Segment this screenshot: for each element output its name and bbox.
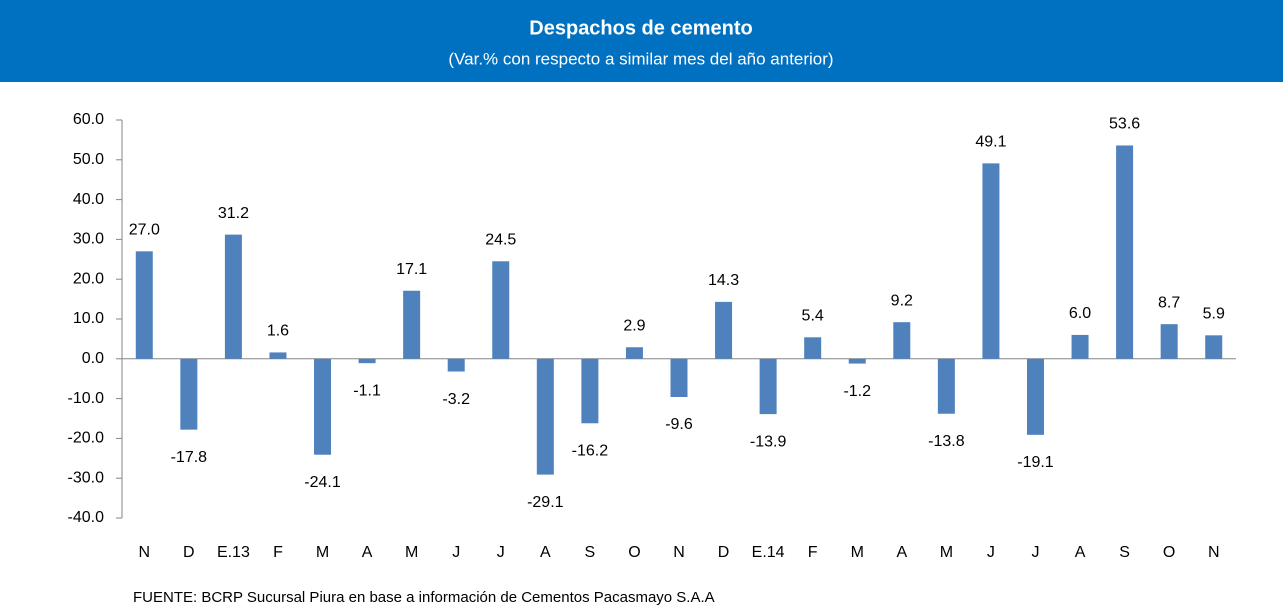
header-band bbox=[0, 0, 1283, 82]
x-tick-label: J bbox=[1031, 544, 1039, 561]
bar bbox=[804, 337, 822, 359]
value-label: 5.4 bbox=[802, 308, 824, 325]
bar bbox=[759, 358, 777, 415]
chart-title: Despachos de cemento bbox=[529, 17, 752, 39]
x-tick-label: D bbox=[718, 544, 730, 561]
x-tick-label: M bbox=[940, 544, 953, 561]
x-tick-label: J bbox=[452, 544, 460, 561]
value-label: 14.3 bbox=[708, 272, 739, 289]
value-label: -1.2 bbox=[843, 383, 871, 400]
x-tick-label: E.14 bbox=[752, 544, 785, 561]
value-label: -19.1 bbox=[1017, 454, 1054, 471]
value-label: 31.2 bbox=[218, 205, 249, 222]
x-tick-label: E.13 bbox=[217, 544, 250, 561]
value-label: -17.8 bbox=[171, 449, 208, 466]
y-tick-label: -30.0 bbox=[68, 469, 105, 486]
y-tick-label: -20.0 bbox=[68, 430, 105, 447]
bar bbox=[670, 358, 688, 398]
x-tick-label: S bbox=[585, 544, 596, 561]
bar bbox=[1071, 334, 1089, 359]
x-tick-label: F bbox=[273, 544, 283, 561]
value-label: -13.9 bbox=[750, 433, 787, 450]
y-tick-label: 30.0 bbox=[73, 231, 104, 248]
value-label: -16.2 bbox=[572, 442, 609, 459]
bar bbox=[937, 358, 955, 414]
source-note: FUENTE: BCRP Sucursal Piura en base a in… bbox=[133, 589, 715, 606]
x-tick-label: O bbox=[628, 544, 640, 561]
bar bbox=[982, 163, 1000, 359]
x-tick-label: A bbox=[896, 544, 907, 561]
bar bbox=[625, 347, 643, 359]
x-tick-label: A bbox=[1075, 544, 1086, 561]
x-tick-label: F bbox=[808, 544, 818, 561]
x-tick-label: N bbox=[1208, 544, 1220, 561]
y-tick-label: 60.0 bbox=[73, 111, 104, 128]
value-label: 24.5 bbox=[485, 232, 516, 249]
bar bbox=[224, 234, 242, 359]
y-tick-label: 50.0 bbox=[73, 151, 104, 168]
value-label: 9.2 bbox=[891, 292, 913, 309]
bar bbox=[1205, 335, 1223, 359]
y-tick-label: 40.0 bbox=[73, 191, 104, 208]
bar bbox=[536, 358, 554, 475]
y-tick-label: 10.0 bbox=[73, 310, 104, 327]
x-tick-label: D bbox=[183, 544, 195, 561]
value-label: 49.1 bbox=[975, 134, 1006, 151]
bar bbox=[848, 358, 866, 364]
bar bbox=[180, 358, 198, 430]
y-tick-label: 0.0 bbox=[82, 350, 104, 367]
value-label: -24.1 bbox=[304, 474, 341, 491]
x-tick-label: M bbox=[316, 544, 329, 561]
value-label: -3.2 bbox=[442, 391, 470, 408]
x-tick-label: J bbox=[497, 544, 505, 561]
value-label: 2.9 bbox=[623, 317, 645, 334]
bar bbox=[893, 322, 911, 359]
bar bbox=[1160, 324, 1178, 359]
bar bbox=[581, 358, 599, 424]
bar bbox=[403, 290, 421, 359]
value-label: 1.6 bbox=[267, 323, 289, 340]
value-label: 17.1 bbox=[396, 261, 427, 278]
bar bbox=[715, 301, 733, 359]
bar bbox=[314, 358, 332, 455]
bar bbox=[1116, 145, 1134, 359]
bar bbox=[447, 358, 465, 372]
x-tick-label: N bbox=[138, 544, 150, 561]
x-tick-label: M bbox=[405, 544, 418, 561]
value-label: -29.1 bbox=[527, 494, 564, 511]
value-label: -1.1 bbox=[353, 382, 381, 399]
x-tick-label: M bbox=[851, 544, 864, 561]
x-tick-label: A bbox=[362, 544, 373, 561]
value-label: 6.0 bbox=[1069, 305, 1091, 322]
value-label: 27.0 bbox=[129, 222, 160, 239]
bar bbox=[492, 261, 510, 359]
value-label: 53.6 bbox=[1109, 116, 1140, 133]
value-label: -9.6 bbox=[665, 416, 693, 433]
bar bbox=[135, 251, 153, 359]
bar bbox=[269, 352, 287, 359]
value-label: 5.9 bbox=[1203, 306, 1225, 323]
x-tick-label: O bbox=[1163, 544, 1175, 561]
y-tick-label: 20.0 bbox=[73, 270, 104, 287]
bar bbox=[358, 358, 376, 364]
y-tick-label: -10.0 bbox=[68, 390, 105, 407]
value-label: -13.8 bbox=[928, 433, 965, 450]
x-tick-label: S bbox=[1119, 544, 1130, 561]
chart-subtitle: (Var.% con respecto a similar mes del añ… bbox=[448, 49, 833, 68]
value-label: 8.7 bbox=[1158, 294, 1180, 311]
x-tick-label: A bbox=[540, 544, 551, 561]
x-tick-label: J bbox=[987, 544, 995, 561]
y-tick-label: -40.0 bbox=[68, 509, 105, 526]
bar bbox=[1026, 358, 1044, 435]
x-tick-label: N bbox=[673, 544, 685, 561]
